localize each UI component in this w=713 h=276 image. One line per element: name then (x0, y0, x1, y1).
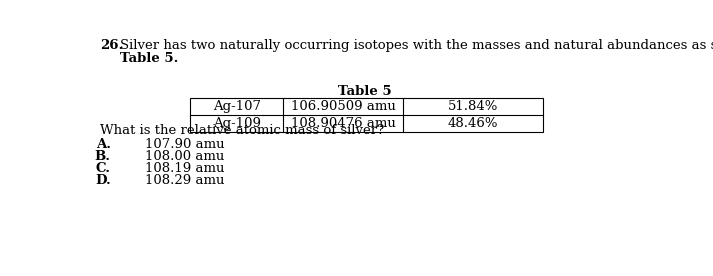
Text: Table 5.: Table 5. (120, 52, 178, 65)
Text: What is the relative atomic mass of silver?: What is the relative atomic mass of silv… (100, 124, 384, 137)
Text: B.: B. (95, 150, 111, 163)
Text: Table 5: Table 5 (338, 86, 392, 99)
Text: 108.29 amu: 108.29 amu (145, 174, 225, 187)
Text: 108.00 amu: 108.00 amu (145, 150, 225, 163)
Bar (190, 98, 543, 132)
Text: 107.90 amu: 107.90 amu (145, 138, 225, 151)
Text: 51.84%: 51.84% (448, 100, 498, 113)
Text: Ag-107: Ag-107 (212, 100, 260, 113)
Text: Silver has two naturally occurring isotopes with the masses and natural abundanc: Silver has two naturally occurring isoto… (120, 39, 713, 52)
Text: 106.90509 amu: 106.90509 amu (291, 100, 396, 113)
Text: 48.46%: 48.46% (448, 117, 498, 130)
Text: 108.90476 amu: 108.90476 amu (291, 117, 396, 130)
Text: D.: D. (95, 174, 111, 187)
Text: 26.: 26. (100, 39, 123, 52)
Text: Ag-109: Ag-109 (212, 117, 260, 130)
Text: C.: C. (96, 162, 111, 175)
Text: 108.19 amu: 108.19 amu (145, 162, 225, 175)
Text: A.: A. (96, 138, 111, 151)
